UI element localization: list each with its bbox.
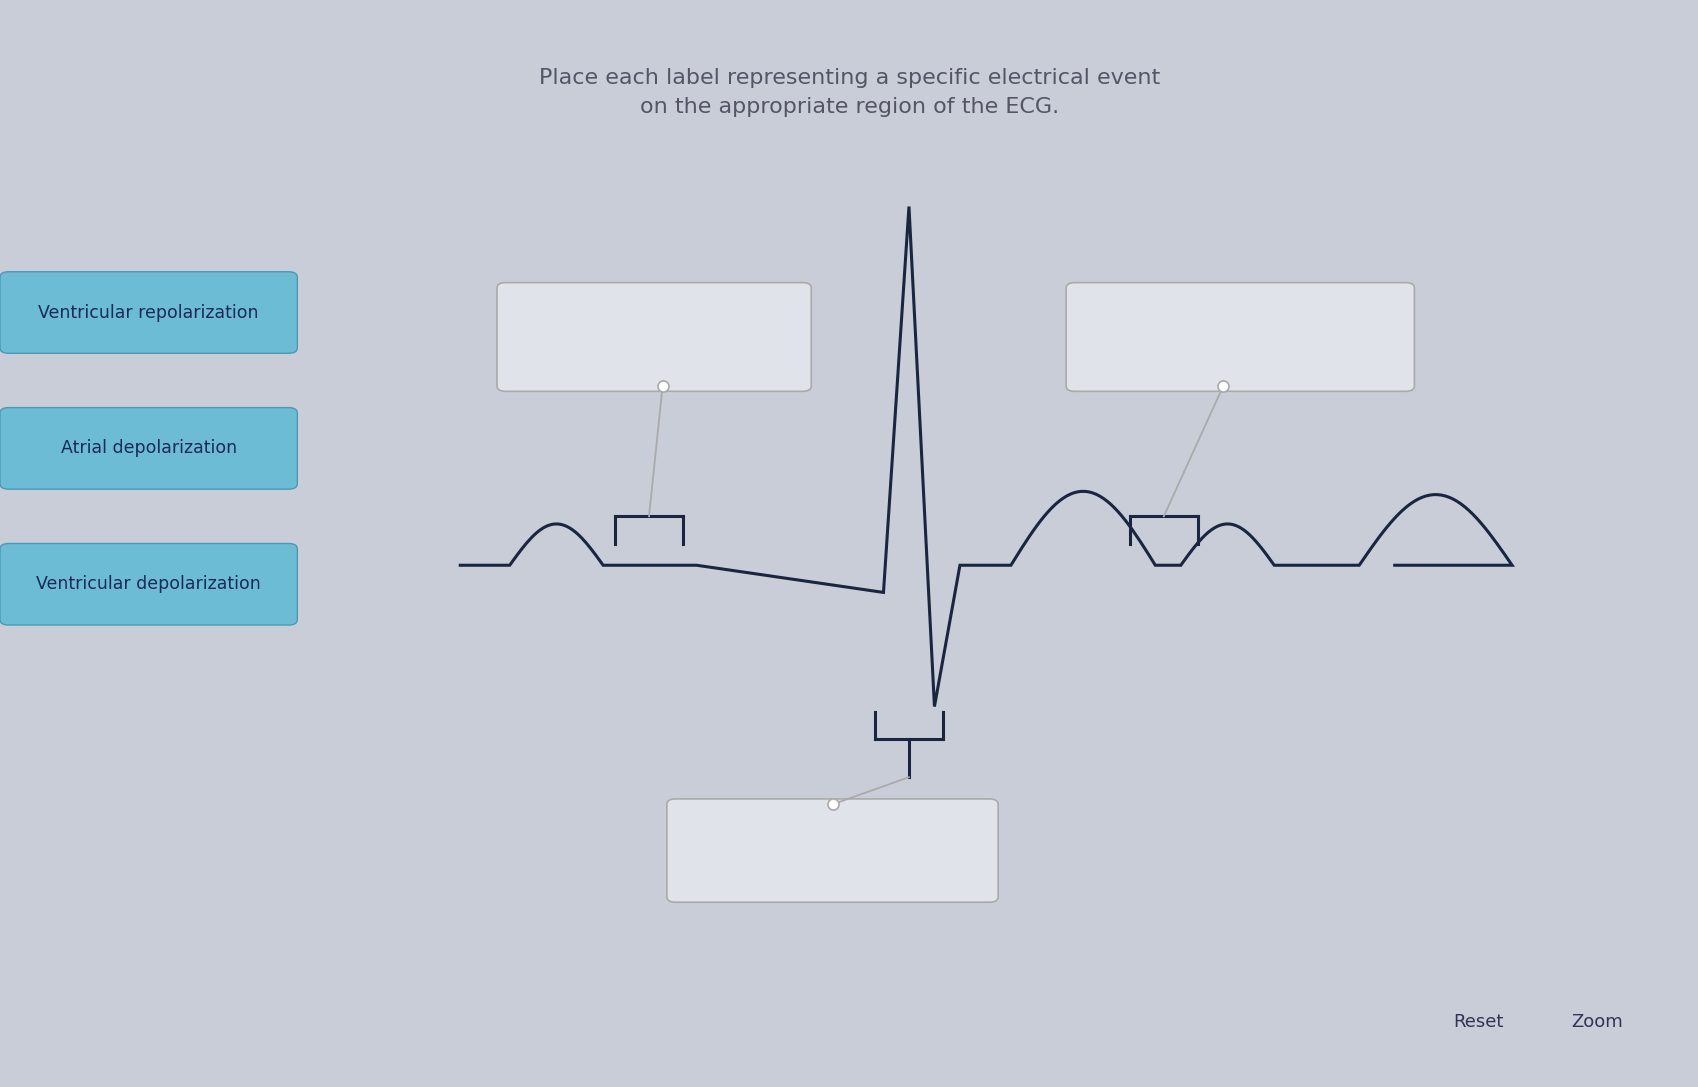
FancyBboxPatch shape xyxy=(496,283,810,391)
FancyBboxPatch shape xyxy=(0,544,297,625)
FancyBboxPatch shape xyxy=(0,272,297,353)
Text: Place each label representing a specific electrical event
on the appropriate reg: Place each label representing a specific… xyxy=(538,67,1160,117)
Text: Ventricular repolarization: Ventricular repolarization xyxy=(39,303,258,322)
FancyBboxPatch shape xyxy=(0,408,297,489)
Text: Zoom: Zoom xyxy=(1571,1013,1622,1030)
FancyBboxPatch shape xyxy=(1066,283,1413,391)
FancyBboxPatch shape xyxy=(666,799,997,902)
Text: Atrial depolarization: Atrial depolarization xyxy=(61,439,236,458)
Text: Ventricular depolarization: Ventricular depolarization xyxy=(36,575,261,594)
Text: Reset: Reset xyxy=(1452,1013,1503,1030)
